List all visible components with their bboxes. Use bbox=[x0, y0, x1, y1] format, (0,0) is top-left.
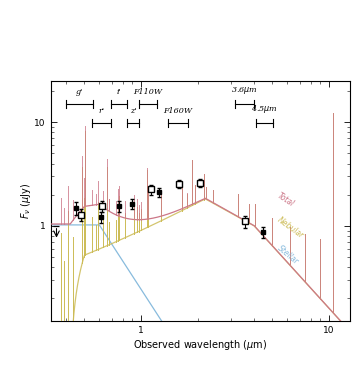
X-axis label: Observed wavelength ($\mu$m): Observed wavelength ($\mu$m) bbox=[133, 338, 268, 352]
Text: 4.5$\mu$m: 4.5$\mu$m bbox=[251, 103, 278, 115]
Text: 3.6$\mu$m: 3.6$\mu$m bbox=[231, 85, 258, 96]
Text: g': g' bbox=[75, 87, 83, 96]
Text: Total: Total bbox=[275, 191, 295, 208]
Y-axis label: $F_\nu$ ($\mu$Jy): $F_\nu$ ($\mu$Jy) bbox=[19, 183, 33, 219]
Text: z': z' bbox=[130, 107, 136, 115]
Text: Stellar: Stellar bbox=[275, 244, 300, 266]
Text: F160W: F160W bbox=[164, 107, 192, 115]
Text: Nebular: Nebular bbox=[275, 215, 305, 241]
Text: F110W: F110W bbox=[134, 87, 162, 96]
Text: r': r' bbox=[99, 107, 105, 115]
Text: i': i' bbox=[116, 87, 121, 96]
